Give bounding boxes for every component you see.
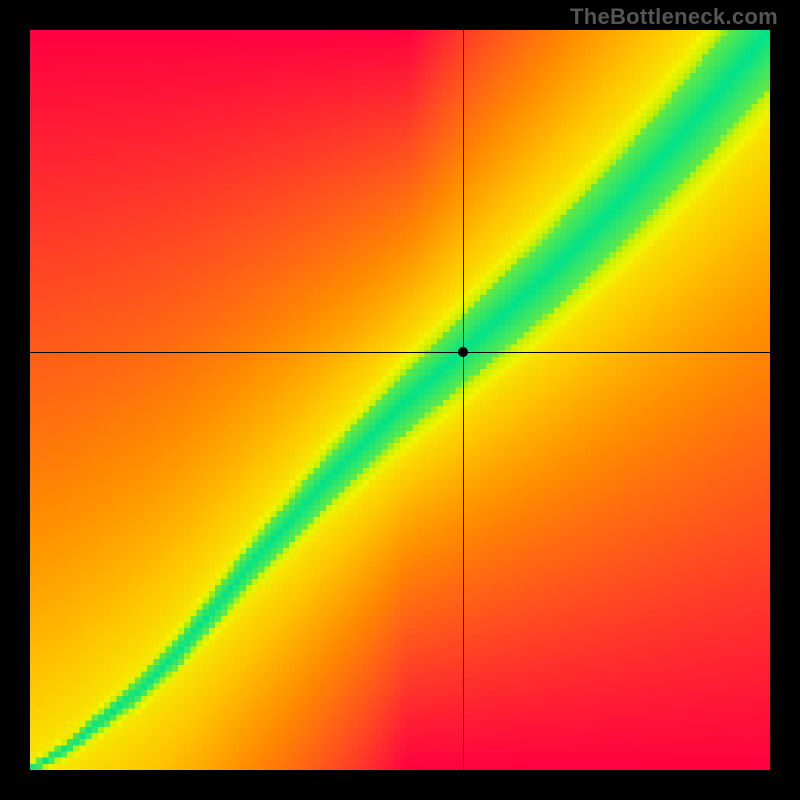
chart-container: TheBottleneck.com xyxy=(0,0,800,800)
plot-area xyxy=(30,30,770,770)
marker-point xyxy=(458,347,468,357)
crosshair-vertical xyxy=(463,30,464,770)
crosshair-horizontal xyxy=(30,352,770,353)
watermark-text: TheBottleneck.com xyxy=(570,4,778,30)
heatmap-canvas xyxy=(30,30,770,770)
